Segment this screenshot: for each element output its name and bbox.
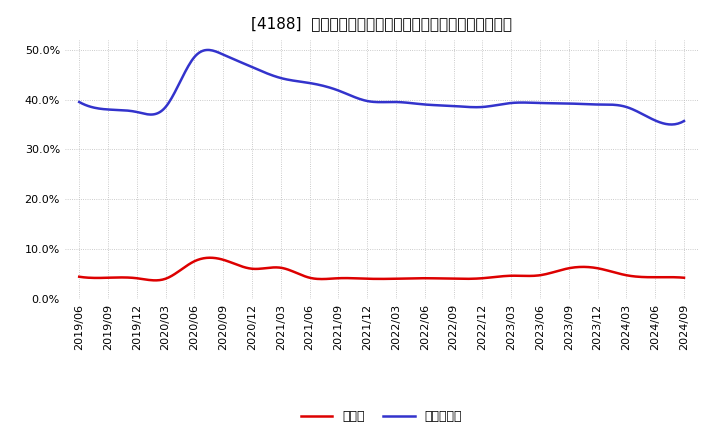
Line: 有利子負債: 有利子負債 bbox=[79, 50, 684, 125]
現預金 bbox=[148, 278, 156, 283]
有利子負債 bbox=[680, 118, 688, 124]
有利子負債 bbox=[457, 104, 466, 109]
現預金 bbox=[318, 276, 326, 282]
有利子負債 bbox=[316, 82, 325, 88]
現預金 bbox=[150, 278, 159, 283]
有利子負債 bbox=[204, 48, 212, 53]
Title: [4188]  現預金、有利子負債の総資産に対する比率の推移: [4188] 現預金、有利子負債の総資産に対する比率の推移 bbox=[251, 16, 512, 32]
現預金 bbox=[680, 275, 688, 280]
有利子負債 bbox=[75, 99, 84, 105]
現預金 bbox=[515, 273, 523, 279]
現預金 bbox=[459, 276, 467, 282]
現預金 bbox=[275, 265, 284, 270]
Line: 現預金: 現預金 bbox=[79, 258, 684, 280]
現預金 bbox=[518, 273, 526, 279]
有利子負債 bbox=[274, 74, 282, 80]
有利子負債 bbox=[667, 122, 676, 127]
有利子負債 bbox=[513, 100, 521, 105]
有利子負債 bbox=[516, 100, 525, 105]
Legend: 現預金, 有利子負債: 現預金, 有利子負債 bbox=[296, 405, 467, 428]
有利子負債 bbox=[148, 112, 156, 117]
現預金 bbox=[205, 255, 214, 260]
現預金 bbox=[75, 274, 84, 279]
